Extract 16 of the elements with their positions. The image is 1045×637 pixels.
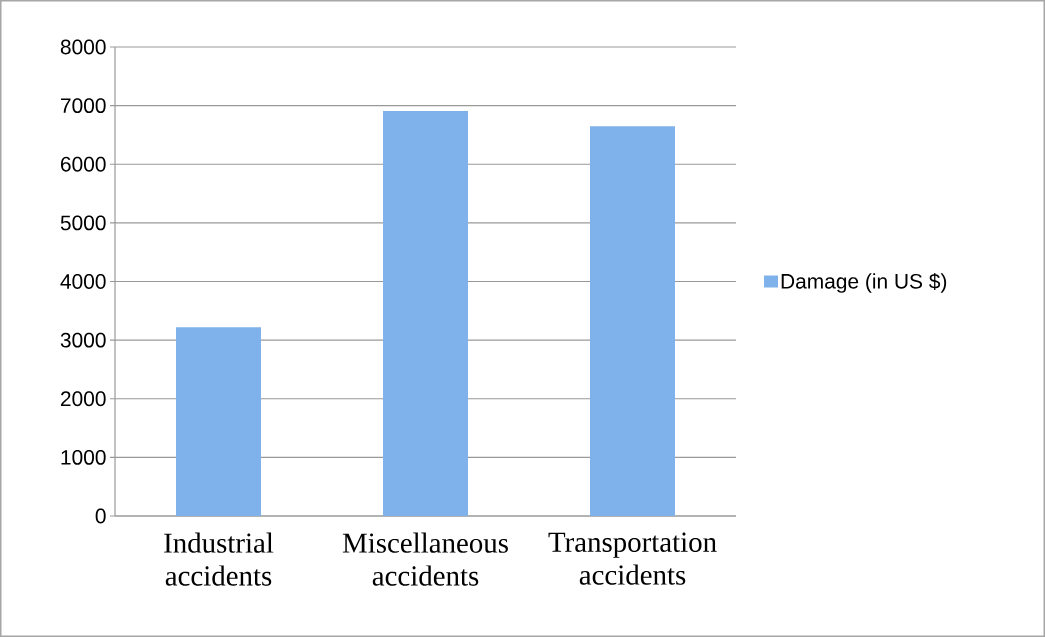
bar	[383, 110, 468, 516]
x-tick-label: Industrial accidents	[164, 532, 274, 586]
y-tick-label: 1000	[61, 449, 106, 465]
y-tick-label: 7000	[61, 98, 106, 114]
y-tick-label: 8000	[60, 39, 106, 55]
y-tick-label: 3000	[60, 332, 106, 348]
y-tick-label: 0	[95, 508, 106, 524]
legend-label: Damage (in US $)	[781, 273, 947, 293]
y-tick-label: 2000	[60, 391, 106, 407]
x-tick-label: Miscellaneous accidents	[342, 532, 508, 586]
bar	[590, 126, 676, 516]
y-tick-label: 6000	[61, 156, 106, 172]
y-tick-label: 4000	[60, 274, 106, 289]
x-tick-label: Transportation accidents	[548, 532, 717, 585]
bar	[176, 327, 261, 516]
y-tick-label: 5000	[60, 215, 106, 231]
